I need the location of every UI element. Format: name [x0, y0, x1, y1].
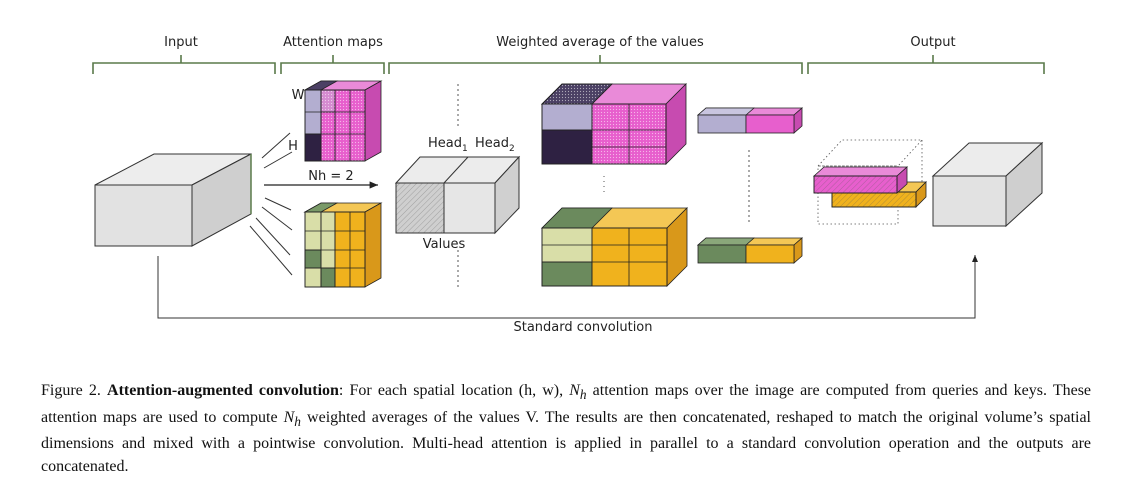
section-label-input: Input [164, 35, 198, 50]
bracket-weighted-average [388, 55, 803, 74]
caption-text-b: attention maps over the image are comput… [41, 382, 1092, 426]
label-head-1: Head1 [428, 136, 468, 154]
input-volume [94, 153, 252, 247]
label-values: Values [423, 237, 466, 252]
section-label-weighted-average: Weighted average of the values [496, 35, 704, 50]
concatenated-attention-output [812, 139, 927, 225]
result-bar-head-1 [696, 107, 804, 134]
attention-map-head-1 [303, 80, 383, 162]
caption-nh-2: Nh [283, 408, 301, 429]
figure-caption: Figure 2. Attention-augmented convolutio… [41, 380, 1091, 478]
label-standard-convolution: Standard convolution [513, 320, 652, 335]
values-volume [394, 84, 521, 288]
output-volume [931, 141, 1044, 228]
section-brackets [92, 55, 1045, 74]
caption-title: Attention-augmented convolution [107, 382, 339, 399]
attention-map-head-2 [303, 202, 383, 288]
caption-text-a: : For each spatial location (h, w), [338, 382, 570, 399]
weighted-average-head-2 [541, 207, 688, 287]
bracket-output [807, 55, 1045, 74]
label-w: W [292, 88, 305, 103]
caption-text-c: weighted averages of the values V. The r… [41, 408, 1092, 475]
bracket-attention-maps [280, 55, 385, 74]
section-label-attention-maps: Attention maps [283, 35, 383, 50]
label-nh: Nh = 2 [308, 169, 353, 184]
result-bar-head-2 [696, 237, 804, 264]
section-label-output: Output [910, 35, 955, 50]
label-head-2: Head2 [475, 136, 515, 154]
attention-augmented-convolution-diagram: Input Attention maps Weighted average of… [92, 35, 1045, 335]
bracket-input [92, 55, 276, 74]
caption-figure-number: Figure 2. [41, 382, 101, 399]
input-rays [249, 132, 293, 276]
caption-nh-1: Nh [569, 382, 587, 403]
label-h: H [288, 139, 298, 154]
weighted-average-head-1 [541, 83, 687, 165]
standard-convolution-path [157, 255, 978, 319]
